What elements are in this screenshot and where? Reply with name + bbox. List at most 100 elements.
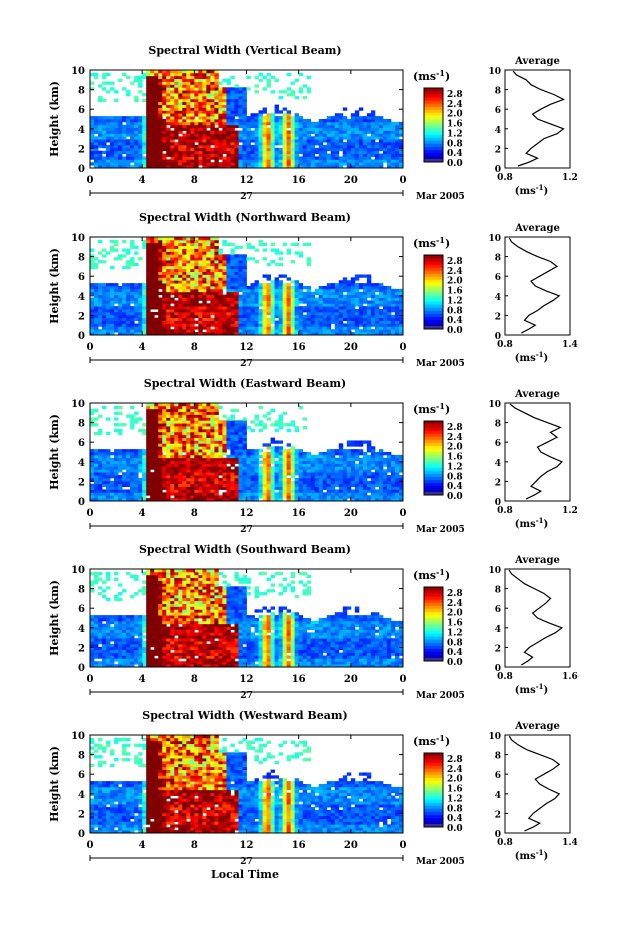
heatmap-cell	[222, 239, 227, 244]
heatmap-cell	[298, 320, 304, 324]
heatmap-cell	[306, 150, 312, 154]
heatmap-cell	[362, 165, 368, 169]
heatmap-cell	[214, 139, 219, 143]
heatmap-cell	[202, 446, 207, 450]
heatmap-cell	[94, 489, 99, 493]
heatmap-cell	[234, 423, 239, 427]
heatmap-cell	[302, 309, 308, 313]
heatmap-cell	[330, 162, 336, 166]
heatmap-cell	[250, 288, 255, 293]
heatmap-cell	[382, 323, 388, 327]
heatmap-cell	[190, 498, 195, 502]
heatmap-cell	[210, 271, 215, 275]
heatmap-cell	[266, 133, 271, 137]
heatmap-cell	[102, 332, 107, 336]
heatmap-cell	[150, 113, 155, 117]
heatmap-cell	[206, 460, 211, 464]
heatmap-cell	[198, 309, 203, 313]
heatmap-cell	[182, 254, 187, 258]
heatmap-cell	[142, 72, 147, 77]
heatmap-cell	[394, 332, 400, 336]
heatmap-cell	[218, 139, 223, 143]
heatmap-cell	[286, 162, 292, 166]
heatmap-cell	[166, 283, 171, 287]
heatmap-cell	[158, 463, 163, 467]
heatmap-cell	[110, 142, 115, 146]
colorbar-segment	[424, 295, 443, 299]
heatmap-cell	[218, 460, 223, 464]
heatmap-cell	[182, 113, 187, 117]
heatmap-cell	[126, 262, 131, 267]
heatmap-cell	[302, 326, 308, 330]
heatmap-cell	[222, 431, 227, 436]
heatmap-cell	[186, 403, 191, 407]
heatmap-cell	[354, 110, 360, 114]
heatmap-cell	[154, 408, 159, 413]
heatmap-cell	[90, 317, 95, 321]
heatmap-cell	[174, 124, 179, 129]
heatmap-cell	[162, 426, 167, 430]
heatmap-cell	[358, 286, 364, 290]
heatmap-cell	[166, 326, 171, 330]
heatmap-cell	[346, 156, 352, 160]
heatmap-cell	[246, 452, 251, 456]
heatmap-cell	[230, 274, 235, 278]
heatmap-cell	[294, 306, 300, 310]
heatmap-cell	[238, 133, 243, 137]
heatmap-cell	[98, 329, 103, 333]
heatmap-cell	[190, 254, 195, 258]
heatmap-cell	[166, 271, 171, 275]
heatmap-cell	[246, 291, 251, 296]
heatmap-cell	[306, 75, 312, 80]
heatmap-cell	[338, 329, 344, 333]
heatmap-cell	[382, 332, 388, 336]
heatmap-cell	[114, 286, 119, 290]
heatmap-cell	[326, 121, 332, 126]
heatmap-cell	[186, 242, 191, 247]
heatmap-cell	[190, 411, 195, 415]
colorbar-tick-label: 1.6	[447, 120, 463, 130]
heatmap-cell	[258, 110, 263, 114]
heatmap-cell	[174, 162, 179, 166]
heatmap-cell	[234, 437, 239, 441]
heatmap-cell	[302, 84, 308, 88]
heatmap-cell	[122, 332, 127, 336]
heatmap-cell	[126, 449, 131, 453]
heatmap-cell	[254, 423, 259, 427]
heatmap-cell	[126, 75, 131, 80]
heatmap-cell	[270, 297, 275, 301]
heatmap-cell	[214, 437, 219, 441]
heatmap-cell	[242, 262, 247, 267]
heatmap-cell	[230, 121, 235, 126]
heatmap-cell	[162, 156, 167, 160]
heatmap-cell	[306, 87, 312, 91]
heatmap-cell	[174, 314, 179, 319]
heatmap-cell	[182, 286, 187, 290]
heatmap-cell	[210, 242, 215, 247]
heatmap-cell	[178, 75, 183, 80]
heatmap-cell	[262, 133, 267, 137]
heatmap-cell	[274, 311, 279, 316]
heatmap-cell	[182, 237, 187, 241]
heatmap-cell	[374, 136, 380, 140]
heatmap-cell	[254, 417, 259, 421]
heatmap-cell	[114, 297, 119, 301]
heatmap-cell	[334, 283, 340, 287]
heatmap-cell	[210, 423, 215, 427]
heatmap-cell	[98, 480, 103, 485]
heatmap-cell	[374, 147, 380, 152]
heatmap-cell	[98, 303, 103, 307]
heatmap-cell	[218, 124, 223, 129]
heatmap-cell	[106, 147, 111, 152]
heatmap-cell	[302, 159, 308, 163]
heatmap-cell	[110, 306, 115, 310]
heatmap-cell	[382, 294, 388, 298]
heatmap-cell	[238, 437, 243, 441]
heatmap-cell	[134, 311, 139, 316]
heatmap-cell	[314, 127, 320, 131]
heatmap-cell	[306, 303, 312, 307]
heatmap-cell	[326, 144, 332, 149]
heatmap-cell	[174, 332, 179, 336]
heatmap-cell	[262, 492, 267, 496]
heatmap-cell	[106, 81, 111, 85]
